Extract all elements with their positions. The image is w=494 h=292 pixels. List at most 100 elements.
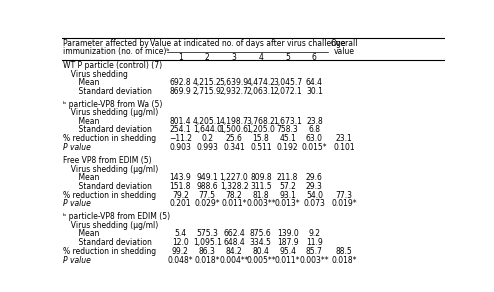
Text: Virus shedding (µg/ml): Virus shedding (µg/ml) xyxy=(66,165,158,173)
Text: 84.2: 84.2 xyxy=(226,247,243,256)
Text: 5: 5 xyxy=(285,53,290,62)
Text: Mean: Mean xyxy=(69,78,99,87)
Text: 0.192: 0.192 xyxy=(277,143,298,152)
Text: 93.1: 93.1 xyxy=(279,191,296,200)
Text: 334.5: 334.5 xyxy=(250,238,272,247)
Text: 4,474.2: 4,474.2 xyxy=(247,78,275,87)
Text: 6: 6 xyxy=(312,53,317,62)
Text: % reduction in shedding: % reduction in shedding xyxy=(63,247,156,256)
Text: 3,768.2: 3,768.2 xyxy=(247,117,275,126)
Text: P value: P value xyxy=(63,143,90,152)
Text: immunization (no. of mice)ᵇ: immunization (no. of mice)ᵇ xyxy=(63,47,169,56)
Text: Standard deviation: Standard deviation xyxy=(69,87,152,95)
Text: 151.8: 151.8 xyxy=(169,182,191,191)
Text: 801.4: 801.4 xyxy=(169,117,191,126)
Text: 78.2: 78.2 xyxy=(226,191,243,200)
Text: 86.3: 86.3 xyxy=(199,247,216,256)
Text: % reduction in shedding: % reduction in shedding xyxy=(63,191,156,200)
Text: 1,673.1: 1,673.1 xyxy=(273,117,302,126)
Text: value: value xyxy=(333,47,355,56)
Text: Standard deviation: Standard deviation xyxy=(69,238,152,247)
Text: 1,328.2: 1,328.2 xyxy=(220,182,248,191)
Text: Virus shedding: Virus shedding xyxy=(66,70,127,79)
Text: 23.8: 23.8 xyxy=(306,117,323,126)
Text: 1,095.1: 1,095.1 xyxy=(193,238,222,247)
Text: 45.1: 45.1 xyxy=(279,135,296,143)
Text: 1,644.0: 1,644.0 xyxy=(193,125,222,134)
Text: 29.3: 29.3 xyxy=(306,182,323,191)
Text: 25.6: 25.6 xyxy=(226,135,243,143)
Text: WT P particle (control) (7): WT P particle (control) (7) xyxy=(63,61,162,70)
Text: 0.015*: 0.015* xyxy=(302,143,327,152)
Text: ᵇ particle-VP8 from Wa (5): ᵇ particle-VP8 from Wa (5) xyxy=(63,100,162,109)
Text: ᵇ particle-VP8 from EDIM (5): ᵇ particle-VP8 from EDIM (5) xyxy=(63,213,169,221)
Text: % reduction in shedding: % reduction in shedding xyxy=(63,135,156,143)
Text: 2,063.1: 2,063.1 xyxy=(247,87,275,95)
Text: Parameter affected by: Parameter affected by xyxy=(63,39,148,48)
Text: 64.4: 64.4 xyxy=(306,78,323,87)
Text: 63.0: 63.0 xyxy=(306,135,323,143)
Text: 139.0: 139.0 xyxy=(277,230,298,239)
Text: 2,715.9: 2,715.9 xyxy=(193,87,222,95)
Text: 4,198.7: 4,198.7 xyxy=(220,117,248,126)
Text: 692.8: 692.8 xyxy=(169,78,191,87)
Text: 2,932.7: 2,932.7 xyxy=(220,87,248,95)
Text: 5.4: 5.4 xyxy=(174,230,187,239)
Text: Value at indicated no. of days after virus challenge: Value at indicated no. of days after vir… xyxy=(150,39,345,48)
Text: 81.8: 81.8 xyxy=(252,191,269,200)
Text: 3,045.7: 3,045.7 xyxy=(273,78,302,87)
Text: 0.201: 0.201 xyxy=(169,199,191,208)
Text: 0.048*: 0.048* xyxy=(167,256,193,265)
Text: 0.003**: 0.003** xyxy=(246,199,276,208)
Text: 9.2: 9.2 xyxy=(308,230,321,239)
Text: 311.5: 311.5 xyxy=(250,182,272,191)
Text: 949.1: 949.1 xyxy=(196,173,218,182)
Text: 809.8: 809.8 xyxy=(250,173,272,182)
Text: Standard deviation: Standard deviation xyxy=(69,182,152,191)
Text: 0.101: 0.101 xyxy=(333,143,355,152)
Text: 0.011*: 0.011* xyxy=(221,199,247,208)
Text: 0.011*: 0.011* xyxy=(275,256,300,265)
Text: P value: P value xyxy=(63,256,90,265)
Text: 4,215.2: 4,215.2 xyxy=(193,78,222,87)
Text: 0.993: 0.993 xyxy=(196,143,218,152)
Text: 85.7: 85.7 xyxy=(306,247,323,256)
Text: 0.073: 0.073 xyxy=(303,199,326,208)
Text: 3: 3 xyxy=(232,53,237,62)
Text: 95.4: 95.4 xyxy=(279,247,296,256)
Text: 0.2: 0.2 xyxy=(201,135,213,143)
Text: Mean: Mean xyxy=(69,173,99,182)
Text: 12.0: 12.0 xyxy=(172,238,189,247)
Text: 869.9: 869.9 xyxy=(169,87,191,95)
Text: 77.3: 77.3 xyxy=(335,191,353,200)
Text: Virus shedding (µg/ml): Virus shedding (µg/ml) xyxy=(66,221,158,230)
Text: 88.5: 88.5 xyxy=(336,247,353,256)
Text: 0.903: 0.903 xyxy=(169,143,191,152)
Text: 80.4: 80.4 xyxy=(252,247,269,256)
Text: −11.2: −11.2 xyxy=(169,135,192,143)
Text: 5,639.9: 5,639.9 xyxy=(219,78,248,87)
Text: 2,072.1: 2,072.1 xyxy=(273,87,302,95)
Text: 1,205.0: 1,205.0 xyxy=(247,125,275,134)
Text: 29.6: 29.6 xyxy=(306,173,323,182)
Text: 575.3: 575.3 xyxy=(196,230,218,239)
Text: 0.341: 0.341 xyxy=(223,143,245,152)
Text: 4,205.1: 4,205.1 xyxy=(193,117,222,126)
Text: 54.0: 54.0 xyxy=(306,191,323,200)
Text: 662.4: 662.4 xyxy=(223,230,245,239)
Text: 0.511: 0.511 xyxy=(250,143,272,152)
Text: Virus shedding (µg/ml): Virus shedding (µg/ml) xyxy=(66,108,158,117)
Text: 187.9: 187.9 xyxy=(277,238,298,247)
Text: 0.019*: 0.019* xyxy=(331,199,357,208)
Text: 6.8: 6.8 xyxy=(308,125,321,134)
Text: 0.018*: 0.018* xyxy=(331,256,357,265)
Text: P value: P value xyxy=(63,199,90,208)
Text: 0.003**: 0.003** xyxy=(300,256,329,265)
Text: 79.2: 79.2 xyxy=(172,191,189,200)
Text: 1: 1 xyxy=(178,53,183,62)
Text: 4: 4 xyxy=(258,53,263,62)
Text: 0.018*: 0.018* xyxy=(195,256,220,265)
Text: 15.8: 15.8 xyxy=(252,135,269,143)
Text: 57.2: 57.2 xyxy=(279,182,296,191)
Text: 254.1: 254.1 xyxy=(169,125,191,134)
